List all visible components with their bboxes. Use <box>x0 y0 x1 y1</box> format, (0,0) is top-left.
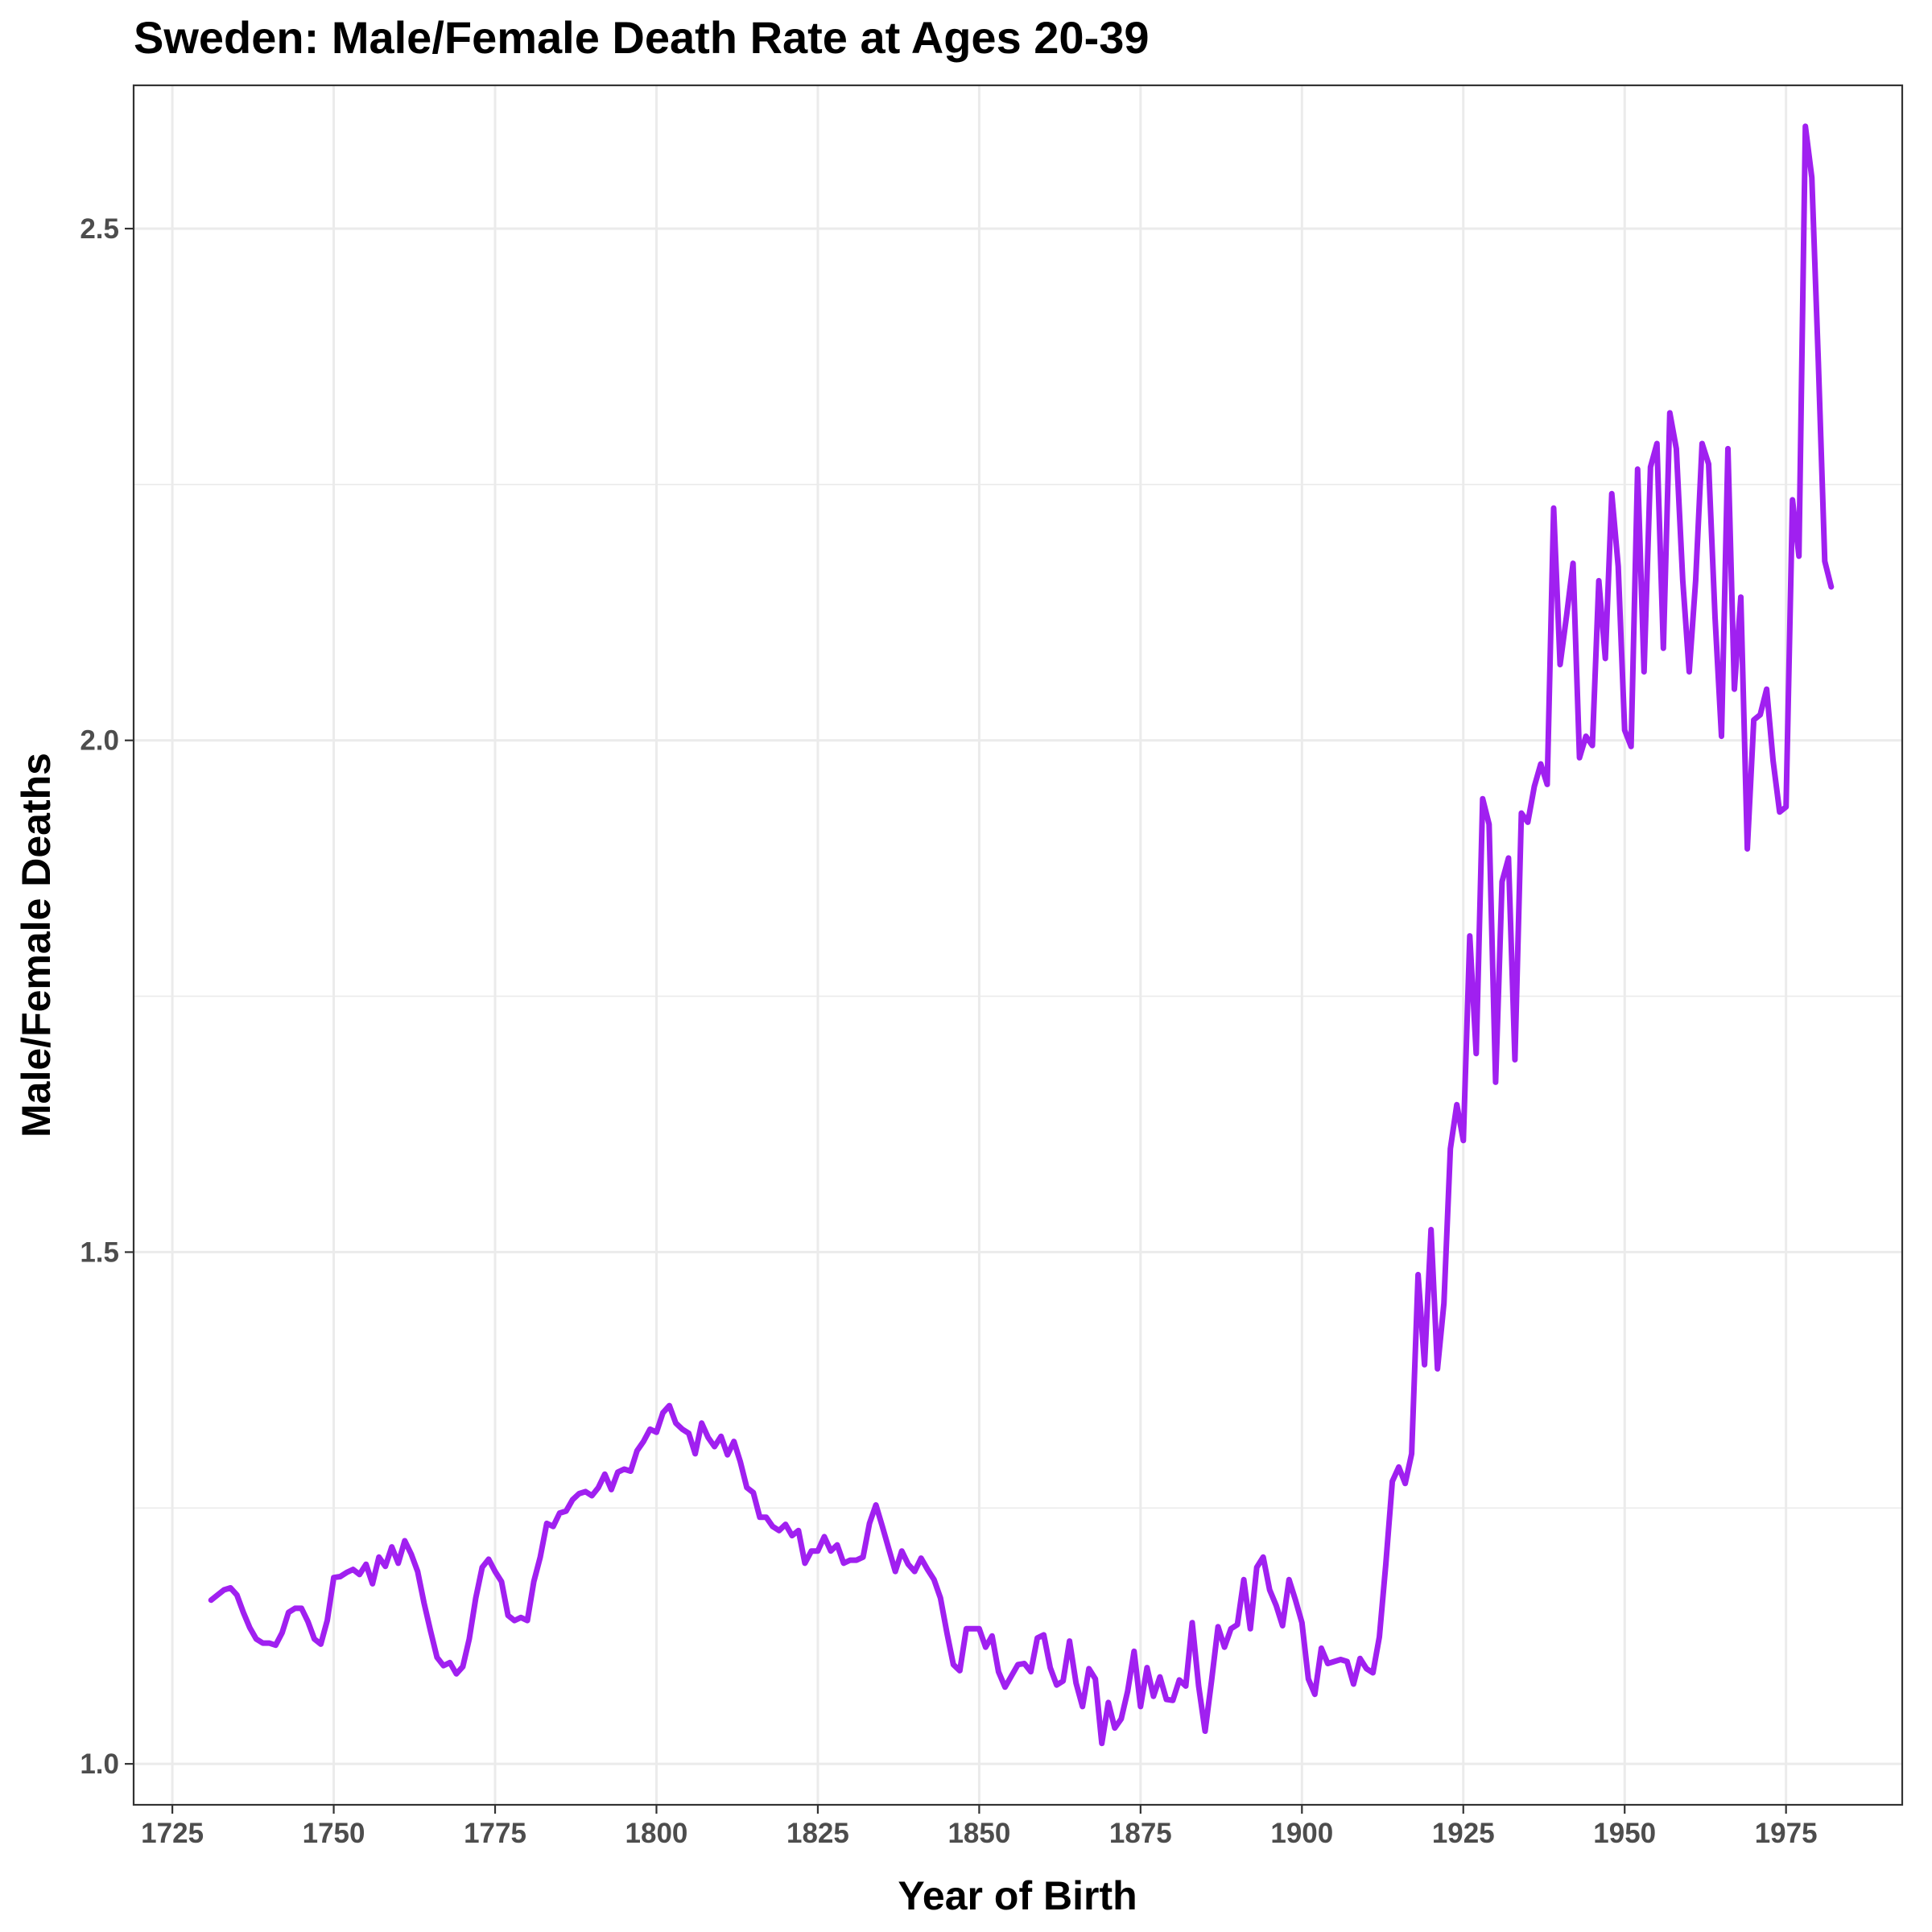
y-tick-label: 1.0 <box>80 1748 119 1780</box>
y-axis: 1.0 1.5 2.0 2.5 <box>80 213 134 1780</box>
y-axis-title: Male/Female Deaths <box>14 753 59 1137</box>
y-tick-label: 1.5 <box>80 1236 119 1268</box>
x-axis: 1725 1750 1775 1800 1825 1850 1875 1900 1925 1950… <box>141 1805 1818 1849</box>
y-tick-label: 2.5 <box>80 213 119 245</box>
y-tick-label: 2.0 <box>80 725 119 757</box>
x-tick-label: 1925 <box>1432 1818 1495 1849</box>
x-tick-label: 1800 <box>625 1818 688 1849</box>
series-line <box>208 123 1835 1747</box>
chart-title: Sweden: Male/Female Death Rate at Ages 2… <box>134 12 1150 63</box>
grid-lines <box>134 85 1902 1805</box>
series-layer <box>208 123 1835 1747</box>
x-tick-label: 1850 <box>947 1818 1010 1849</box>
x-tick-label: 1975 <box>1755 1818 1818 1849</box>
x-tick-label: 1725 <box>141 1818 204 1849</box>
x-tick-label: 1950 <box>1593 1818 1656 1849</box>
x-tick-label: 1825 <box>786 1818 849 1849</box>
x-tick-label: 1900 <box>1270 1818 1333 1849</box>
plot-panel <box>132 84 1904 1806</box>
x-tick-label: 1775 <box>464 1818 526 1849</box>
x-tick-label: 1875 <box>1109 1818 1172 1849</box>
x-axis-title: Year of Birth <box>898 1873 1137 1918</box>
x-tick-label: 1750 <box>303 1818 365 1849</box>
